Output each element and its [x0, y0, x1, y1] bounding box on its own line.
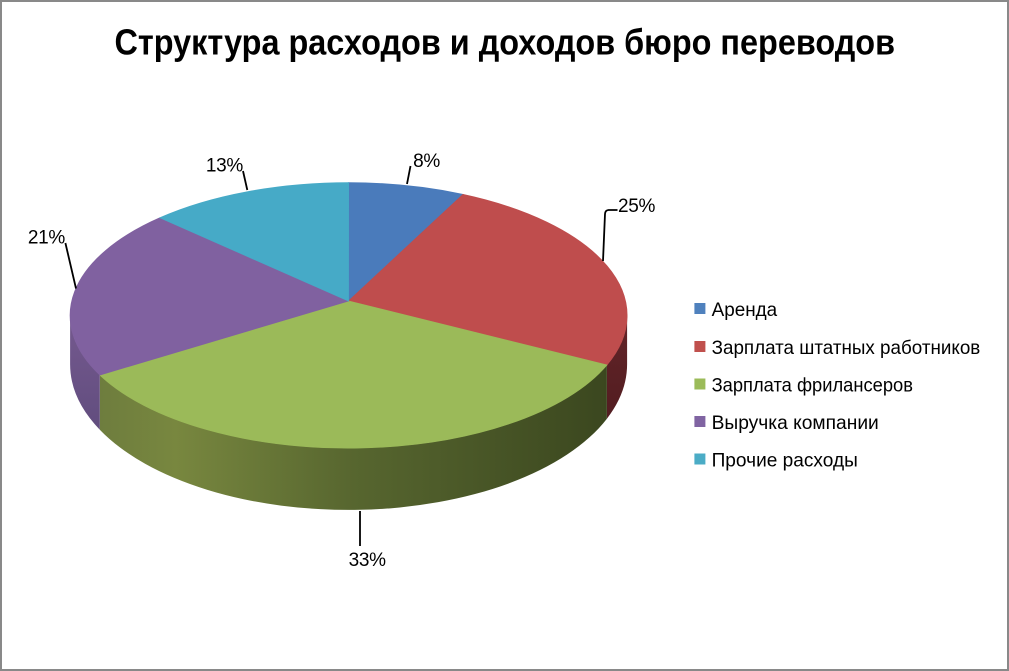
svg-text:Прочие расходы: Прочие расходы	[712, 450, 858, 472]
svg-text:Выручка компании: Выручка компании	[712, 412, 879, 434]
svg-text:Зарплата фрилансеров: Зарплата фрилансеров	[712, 375, 913, 397]
svg-text:Аренда: Аренда	[712, 299, 778, 321]
svg-text:Структура расходов и доходов б: Структура расходов и доходов бюро перево…	[115, 22, 896, 63]
svg-text:33%: 33%	[349, 550, 387, 571]
svg-text:21%: 21%	[28, 228, 66, 249]
svg-text:25%: 25%	[618, 196, 656, 217]
svg-text:Зарплата штатных работников: Зарплата штатных работников	[712, 337, 981, 359]
svg-text:13%: 13%	[206, 155, 244, 176]
svg-text:8%: 8%	[413, 151, 440, 172]
